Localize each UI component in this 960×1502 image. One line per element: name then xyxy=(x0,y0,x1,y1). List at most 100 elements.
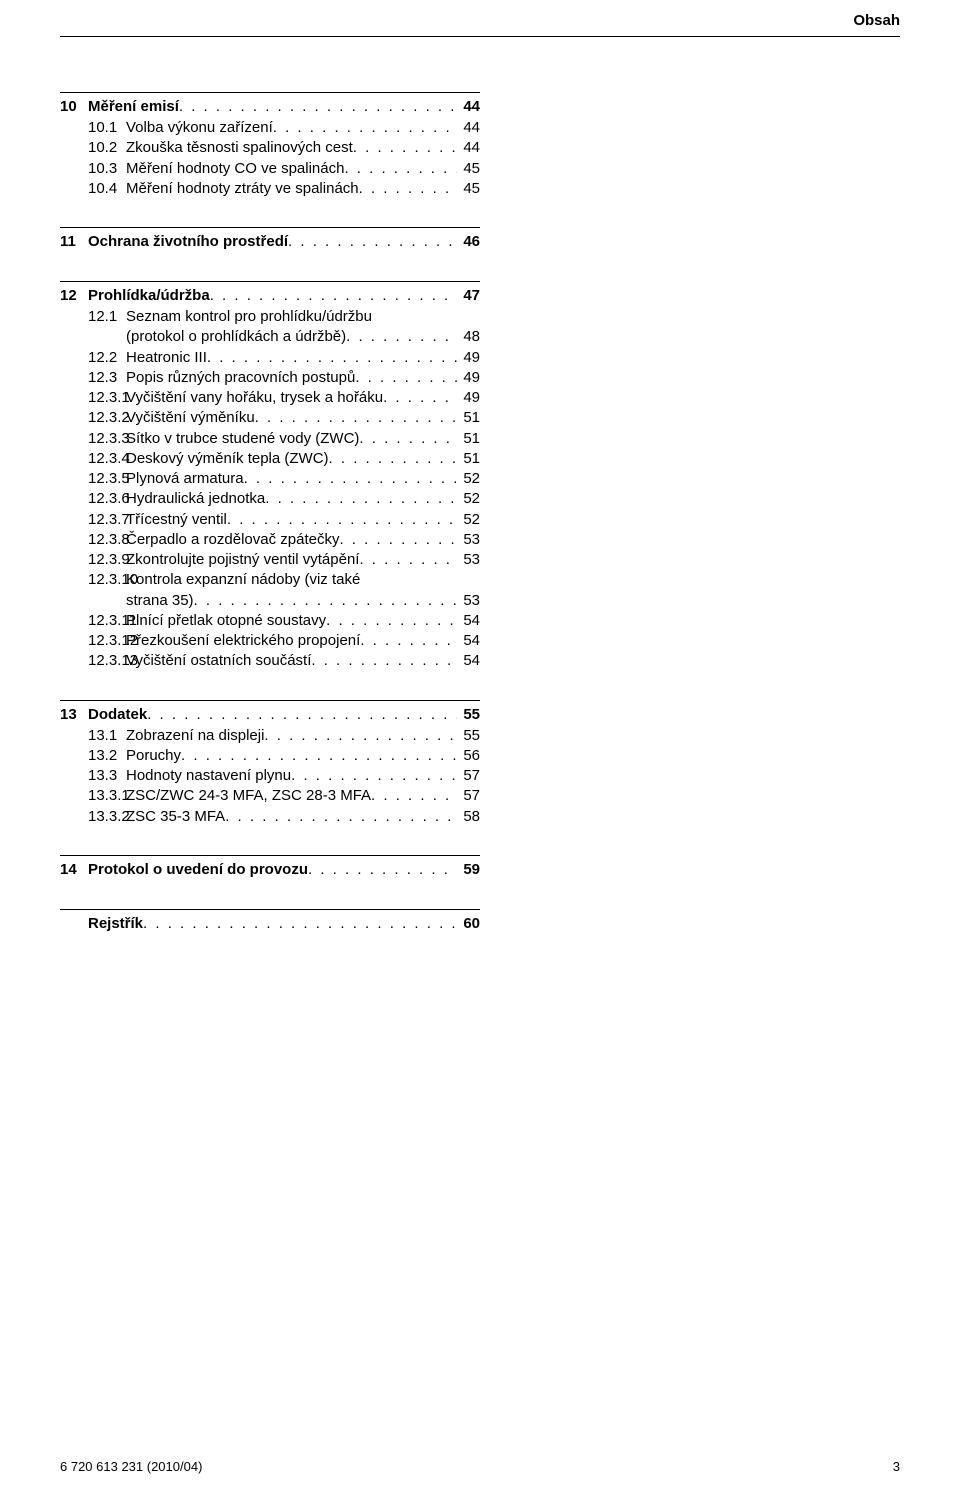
item-title-line1: Kontrola expanzní nádoby (viz také xyxy=(126,570,480,590)
item-number: 12.3.4 xyxy=(60,449,126,469)
leader-dots: . . . . . . . . . . . . . . . . . . . . … xyxy=(311,651,457,671)
leader-dots: . . . . . . . . . . . . . . . . . . . . … xyxy=(360,631,457,651)
item-page: 54 xyxy=(457,651,480,671)
leader-dots: . . . . . . . . . . . . . . . . . . . . … xyxy=(359,179,458,199)
toc-row: 12.3.12Přezkoušení elektrického propojen… xyxy=(60,631,480,651)
item-page: 58 xyxy=(457,807,480,827)
toc-row: 12.3.10Kontrola expanzní nádoby (viz tak… xyxy=(60,570,480,611)
item-title: Heatronic III xyxy=(126,348,207,368)
toc-row: 12.3.5Plynová armatura . . . . . . . . .… xyxy=(60,469,480,489)
item-number: 12.3.8 xyxy=(60,530,126,550)
leader-dots: . . . . . . . . . . . . . . . . . . . . … xyxy=(264,726,457,746)
item-number: 12.3.12 xyxy=(60,631,126,651)
section-page: 55 xyxy=(457,706,480,723)
toc-row: 12.3.9Zkontrolujte pojistný ventil vytáp… xyxy=(60,550,480,570)
item-page: 57 xyxy=(457,766,480,786)
item-number: 10.4 xyxy=(60,179,126,199)
leader-dots: . . . . . . . . . . . . . . . . . . . . … xyxy=(359,429,457,449)
item-title: Popis různých pracovních postupů xyxy=(126,368,355,388)
toc-content: 10Měření emisí . . . . . . . . . . . . .… xyxy=(60,92,480,963)
item-page: 54 xyxy=(457,611,480,631)
footer-docid: 6 720 613 231 (2010/04) xyxy=(60,1459,202,1474)
item-title: Zkontrolujte pojistný ventil vytápění xyxy=(126,550,359,570)
leader-dots: . . . . . . . . . . . . . . . . . . . . … xyxy=(210,287,458,304)
item-number: 12.3.10 xyxy=(60,570,126,590)
leader-dots: . . . . . . . . . . . . . . . . . . . . … xyxy=(255,408,458,428)
toc-row: 13.1Zobrazení na displeji . . . . . . . … xyxy=(60,726,480,746)
section-rule xyxy=(60,281,480,282)
item-number: 12.3.1 xyxy=(60,388,126,408)
section-gap xyxy=(60,253,480,281)
section-gap xyxy=(60,199,480,227)
leader-dots: . . . . . . . . . . . . . . . . . . . . … xyxy=(344,159,457,179)
section-gap xyxy=(60,935,480,963)
footer: 6 720 613 231 (2010/04) 3 xyxy=(60,1459,900,1474)
item-title: Zobrazení na displeji xyxy=(126,726,264,746)
toc-row: 12.3.7Třícestný ventil . . . . . . . . .… xyxy=(60,510,480,530)
item-page: 49 xyxy=(457,368,480,388)
leader-dots: . . . . . . . . . . . . . . . . . . . . … xyxy=(194,591,458,611)
item-number: 12.3.9 xyxy=(60,550,126,570)
section-page: 59 xyxy=(457,861,480,878)
item-number: 12.2 xyxy=(60,348,126,368)
toc-row: 13.3Hodnoty nastavení plynu . . . . . . … xyxy=(60,766,480,786)
leader-dots: . . . . . . . . . . . . . . . . . . . . … xyxy=(244,469,458,489)
footer-pagenum: 3 xyxy=(893,1459,900,1474)
item-page: 57 xyxy=(457,786,480,806)
toc-row: 12.3.13Vyčištění ostatních součástí . . … xyxy=(60,651,480,671)
item-number: 10.2 xyxy=(60,138,126,158)
section-rule xyxy=(60,909,480,910)
leader-dots: . . . . . . . . . . . . . . . . . . . . … xyxy=(227,510,457,530)
toc-row: 12.3.11Plnící přetlak otopné soustavy . … xyxy=(60,611,480,631)
item-title: Vyčištění vany hořáku, trysek a hořáku xyxy=(126,388,383,408)
item-number: 13.1 xyxy=(60,726,126,746)
item-page: 55 xyxy=(457,726,480,746)
toc-row: 12.3Popis různých pracovních postupů . .… xyxy=(60,368,480,388)
item-title: Vyčištění výměníku xyxy=(126,408,255,428)
leader-dots: . . . . . . . . . . . . . . . . . . . . … xyxy=(383,388,457,408)
item-title: Sítko v trubce studené vody (ZWC) xyxy=(126,429,359,449)
toc-row: 12.2Heatronic III . . . . . . . . . . . … xyxy=(60,348,480,368)
item-number: 12.3.11 xyxy=(60,611,126,631)
item-number: 10.3 xyxy=(60,159,126,179)
section-title-row: 13Dodatek . . . . . . . . . . . . . . . … xyxy=(60,706,480,723)
section-number: 12 xyxy=(60,287,88,304)
section-page: 60 xyxy=(457,915,480,932)
item-page: 53 xyxy=(457,530,480,550)
item-title: Čerpadlo a rozdělovač zpátečky xyxy=(126,530,339,550)
header-rule xyxy=(60,36,900,37)
item-title: ZSC 35-3 MFA xyxy=(126,807,225,827)
item-page: 52 xyxy=(457,510,480,530)
leader-dots: . . . . . . . . . . . . . . . . . . . . … xyxy=(355,368,457,388)
item-page: 45 xyxy=(457,179,480,199)
item-page: 51 xyxy=(457,429,480,449)
toc-row: 10.4Měření hodnoty ztráty ve spalinách .… xyxy=(60,179,480,199)
toc-row: 12.3.6Hydraulická jednotka . . . . . . .… xyxy=(60,489,480,509)
item-number: 12.3.2 xyxy=(60,408,126,428)
item-number: 13.3 xyxy=(60,766,126,786)
item-page: 56 xyxy=(457,746,480,766)
section-page: 47 xyxy=(457,287,480,304)
item-page: 49 xyxy=(457,388,480,408)
section-title: Prohlídka/údržba xyxy=(88,287,210,304)
item-title: Hodnoty nastavení plynu xyxy=(126,766,291,786)
toc-row: 12.1Seznam kontrol pro prohlídku/údržbu(… xyxy=(60,307,480,348)
leader-dots: . . . . . . . . . . . . . . . . . . . . … xyxy=(288,233,457,250)
section-number: 14 xyxy=(60,861,88,878)
section-title-row: Rejstřík . . . . . . . . . . . . . . . .… xyxy=(60,915,480,932)
item-number: 12.3.13 xyxy=(60,651,126,671)
leader-dots: . . . . . . . . . . . . . . . . . . . . … xyxy=(329,449,458,469)
item-page: 48 xyxy=(457,327,480,347)
item-title-line2: strana 35) . . . . . . . . . . . . . . .… xyxy=(126,591,480,611)
item-page: 51 xyxy=(457,449,480,469)
leader-dots: . . . . . . . . . . . . . . . . . . . . … xyxy=(265,489,457,509)
toc-row: 12.3.4Deskový výměník tepla (ZWC) . . . … xyxy=(60,449,480,469)
item-number: 13.3.1 xyxy=(60,786,126,806)
leader-dots: . . . . . . . . . . . . . . . . . . . . … xyxy=(179,98,457,115)
toc-row: 12.3.2Vyčištění výměníku . . . . . . . .… xyxy=(60,408,480,428)
item-title: Hydraulická jednotka xyxy=(126,489,265,509)
item-number: 12.3.6 xyxy=(60,489,126,509)
section-title: Rejstřík xyxy=(88,915,143,932)
section-page: 46 xyxy=(457,233,480,250)
leader-dots: . . . . . . . . . . . . . . . . . . . . … xyxy=(147,706,457,723)
